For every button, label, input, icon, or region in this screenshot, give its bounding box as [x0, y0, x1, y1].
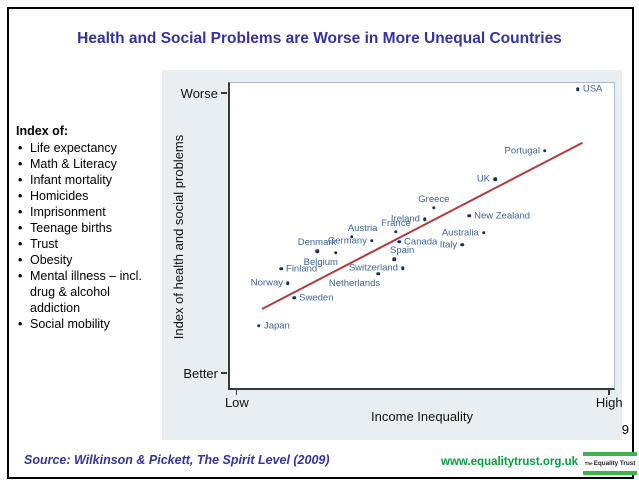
- index-item: Social mobility: [16, 316, 158, 332]
- y-axis-title: Index of health and social problems: [171, 134, 186, 340]
- logo-the: The: [584, 461, 593, 466]
- logo-name: Equality Trust: [593, 460, 636, 467]
- index-items: Life expectancyMath & LiteracyInfant mor…: [16, 140, 166, 332]
- footer-url-link[interactable]: www.equalitytrust.org.uk: [441, 456, 578, 468]
- index-item: Mental illness – incl. drug & alcohol ad…: [16, 268, 158, 316]
- index-item: Imprisonment: [16, 204, 158, 220]
- slide-title: Health and Social Problems are Worse in …: [77, 30, 562, 47]
- logo-top-bar: [583, 452, 637, 456]
- logo-text: TheEquality Trust: [583, 457, 637, 470]
- source-citation: Source: Wilkinson & Pickett, The Spirit …: [24, 453, 330, 467]
- index-item: Teenage births: [16, 220, 158, 236]
- index-item: Obesity: [16, 252, 158, 268]
- index-heading: Index of:: [16, 124, 69, 138]
- index-sidebar: Index of: Life expectancyMath & Literacy…: [16, 124, 166, 332]
- index-item: Infant mortality: [16, 172, 158, 188]
- index-item: Homicides: [16, 188, 158, 204]
- index-item: Trust: [16, 236, 158, 252]
- index-item: Math & Literacy: [16, 156, 158, 172]
- plot-area: [228, 82, 615, 390]
- logo-bottom-bar: [583, 471, 637, 475]
- index-item: Life expectancy: [16, 140, 158, 156]
- page-number: 9: [621, 422, 629, 437]
- equality-trust-logo: TheEquality Trust: [583, 452, 637, 475]
- x-axis-title: Income Inequality: [371, 409, 473, 424]
